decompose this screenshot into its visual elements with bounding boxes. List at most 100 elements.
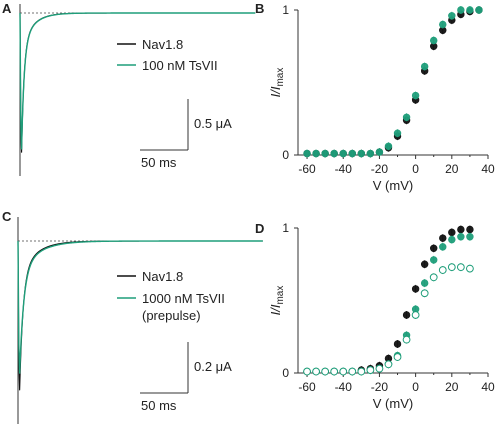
data-point: [447, 263, 456, 272]
data-point: [456, 263, 465, 272]
legend-label-tsvii: 100 nM TsVII: [142, 58, 218, 73]
x-tick-label: 20: [445, 380, 459, 394]
x-tick-label: -60: [298, 162, 316, 176]
data-point: [448, 12, 456, 20]
data-point: [439, 20, 447, 29]
panel-d: D -60 -40 -20 0 20 40 0 1 V (mV) I/Imax: [255, 221, 495, 411]
legend-label-prepulse: (prepulse): [142, 308, 201, 323]
data-point: [312, 149, 320, 158]
data-point: [339, 367, 348, 376]
data-point: [375, 148, 384, 156]
data-point: [312, 367, 320, 376]
data-point: [466, 264, 474, 273]
legend-label-nav18: Nav1.8: [142, 37, 183, 52]
panel-a-legend: Nav1.8 100 nM TsVII: [117, 37, 218, 73]
scale-current-label-a: 0.5 μA: [194, 116, 232, 131]
panel-c-legend: Nav1.8 1000 nM TsVII (prepulse): [117, 269, 225, 323]
data-point: [466, 225, 474, 234]
x-axis-title: V (mV): [373, 396, 413, 411]
data-point: [384, 360, 393, 369]
panel-b: B -60 -40 -20 0 20 40 0 1 V (mV) I/Imax: [255, 1, 495, 193]
panel-d-chart: -60 -40 -20 0 20 40 0 1 V (mV) I/Imax: [268, 221, 495, 411]
data-point: [366, 149, 375, 158]
data-point: [330, 367, 339, 376]
data-point: [420, 62, 429, 71]
panel-c-scale-bar: 0.2 μA 50 ms: [140, 342, 232, 413]
x-tick-label: -40: [335, 162, 353, 176]
data-point: [348, 149, 356, 158]
data-point: [466, 6, 474, 14]
y-tick-label: 0: [282, 148, 289, 162]
panel-b-letter: B: [255, 1, 264, 16]
data-point: [357, 367, 366, 376]
data-point: [457, 233, 465, 241]
panel-c: C Nav1.8 1000 nM TsVII (prepulse) 0.2 μA…: [2, 209, 263, 424]
data-point: [402, 311, 411, 319]
trace-toxin: [19, 12, 256, 150]
x-tick-label: 40: [481, 162, 495, 176]
data-point: [439, 234, 447, 242]
data-point: [402, 335, 411, 344]
data-point: [411, 311, 420, 319]
x-tick-label: 20: [445, 162, 459, 176]
data-point: [475, 6, 483, 14]
data-point: [384, 142, 393, 151]
data-point: [429, 273, 438, 282]
y-axis-title: I/Imax: [268, 286, 286, 316]
data-point: [457, 6, 465, 14]
data-point: [366, 366, 375, 375]
data-point: [466, 233, 474, 241]
panel-c-letter: C: [2, 209, 12, 224]
panel-a-traces: [19, 12, 256, 153]
scale-time-label-c: 50 ms: [141, 398, 177, 413]
data-point: [393, 340, 402, 348]
data-point: [348, 367, 357, 376]
x-tick-label: -60: [298, 380, 316, 394]
x-tick-label: 40: [481, 380, 495, 394]
scale-current-label-c: 0.2 μA: [194, 359, 232, 374]
data-point: [411, 285, 420, 293]
trace-control: [19, 12, 256, 153]
panel-a: A Nav1.8 100 nM TsVII 0.5 μA 50 ms: [2, 1, 256, 176]
scale-time-label-a: 50 ms: [141, 155, 177, 170]
panel-c-traces: [17, 240, 263, 391]
y-tick-label: 1: [282, 221, 289, 235]
legend-label-tsvii: 1000 nM TsVII: [142, 291, 225, 306]
x-tick-label: -40: [335, 380, 353, 394]
data-point: [420, 289, 429, 298]
data-point: [357, 149, 366, 158]
data-point: [448, 235, 456, 244]
data-point: [402, 113, 411, 122]
data-point: [438, 266, 447, 274]
data-point: [457, 225, 465, 234]
x-axis-title: V (mV): [373, 178, 413, 193]
data-point: [303, 149, 311, 158]
data-point: [393, 129, 402, 137]
data-point: [430, 244, 438, 253]
panel-a-scale-bar: 0.5 μA 50 ms: [140, 99, 232, 170]
x-tick-label: -20: [371, 162, 389, 176]
data-point: [339, 149, 347, 158]
x-tick-label: -20: [371, 380, 389, 394]
x-tick-label: 0: [412, 380, 419, 394]
data-point: [375, 364, 384, 373]
panel-b-chart: -60 -40 -20 0 20 40 0 1 V (mV) I/Imax: [268, 3, 495, 193]
trace-toxin: [17, 240, 263, 374]
data-point: [439, 243, 447, 251]
data-point: [430, 256, 438, 264]
data-point: [321, 367, 330, 376]
y-tick-label: 0: [282, 366, 289, 380]
legend-label-nav18: Nav1.8: [142, 269, 183, 284]
panel-a-letter: A: [2, 1, 12, 16]
data-point: [420, 279, 429, 287]
data-point: [393, 353, 402, 361]
data-point: [430, 36, 438, 45]
x-tick-label: 0: [412, 162, 419, 176]
y-axis-title: I/Imax: [268, 68, 286, 98]
data-point: [411, 91, 420, 100]
data-point: [303, 367, 311, 376]
y-tick-label: 1: [282, 3, 289, 17]
data-point: [330, 149, 338, 158]
panel-d-letter: D: [255, 221, 264, 236]
